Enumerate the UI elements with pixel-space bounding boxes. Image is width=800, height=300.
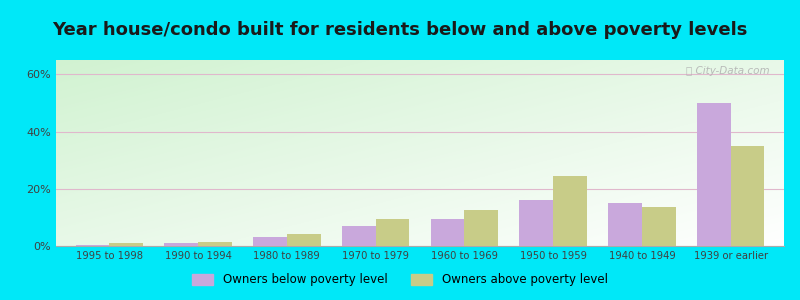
Bar bbox=[342, 226, 376, 246]
Bar bbox=[464, 210, 498, 246]
Bar bbox=[553, 176, 587, 246]
Bar bbox=[376, 219, 410, 246]
Legend: Owners below poverty level, Owners above poverty level: Owners below poverty level, Owners above… bbox=[187, 269, 613, 291]
Bar bbox=[430, 219, 464, 246]
Bar bbox=[110, 243, 143, 246]
Bar bbox=[608, 203, 642, 246]
Text: Year house/condo built for residents below and above poverty levels: Year house/condo built for residents bel… bbox=[52, 21, 748, 39]
Bar bbox=[164, 243, 198, 246]
Bar bbox=[519, 200, 553, 246]
Bar bbox=[287, 234, 321, 246]
Bar bbox=[642, 207, 676, 246]
Text: ⛳ City-Data.com: ⛳ City-Data.com bbox=[686, 66, 770, 76]
Bar bbox=[253, 237, 287, 246]
Bar bbox=[730, 146, 765, 246]
Bar bbox=[198, 242, 232, 246]
Bar bbox=[697, 103, 730, 246]
Bar bbox=[75, 244, 110, 246]
